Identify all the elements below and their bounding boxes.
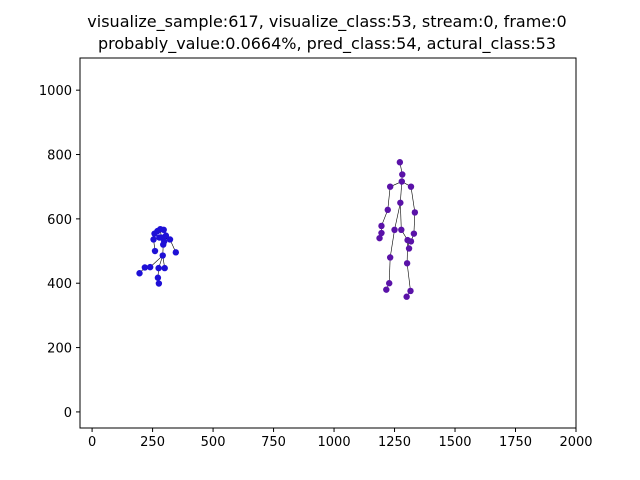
joint-point	[399, 171, 406, 178]
x-tick-label: 250	[140, 435, 165, 450]
skeleton-bone	[400, 202, 402, 230]
joint-point	[155, 264, 162, 272]
joint-point	[386, 280, 393, 287]
joint-point	[410, 230, 418, 237]
joint-point	[376, 234, 383, 242]
joint-point	[403, 293, 410, 300]
x-tick-label: 2000	[559, 435, 592, 450]
skeleton-2	[376, 159, 419, 300]
joint-point	[154, 274, 162, 281]
x-tick-label: 750	[261, 435, 286, 450]
skeleton-bone	[387, 186, 391, 210]
joint-point	[391, 226, 398, 234]
skeleton-bone	[389, 229, 395, 258]
y-tick-label: 1000	[39, 84, 72, 99]
joint-point	[398, 226, 405, 234]
skeleton-bone	[388, 257, 391, 284]
y-tick-label: 200	[47, 342, 72, 357]
joint-point	[150, 236, 157, 243]
skeleton-bone	[406, 263, 411, 291]
joint-point	[172, 249, 180, 256]
plot-frame	[79, 57, 577, 429]
joint-point	[136, 270, 143, 277]
joint-point	[403, 260, 411, 267]
joint-point	[146, 263, 154, 271]
joint-point	[161, 264, 168, 272]
x-tick-label: 1500	[438, 435, 471, 450]
joint-point	[166, 236, 174, 243]
joint-point	[405, 245, 413, 252]
skeleton-bone	[400, 181, 403, 203]
chart-title-line-2: probably_value:0.0664%, pred_class:54, a…	[98, 34, 556, 54]
joint-point	[151, 230, 158, 237]
x-tick-label: 500	[201, 435, 226, 450]
joint-point	[156, 234, 163, 241]
joint-point	[383, 286, 390, 293]
y-tick-label: 400	[47, 277, 72, 292]
y-tick-label: 600	[47, 213, 72, 228]
joint-point	[384, 206, 391, 214]
joint-point	[407, 183, 415, 190]
joint-point	[407, 287, 414, 295]
x-axis: 0 250 500 750 1000 1250 1500 1750 2000	[88, 428, 593, 450]
joint-point	[160, 241, 167, 248]
x-tick-label: 1750	[499, 435, 532, 450]
joint-point	[160, 226, 167, 234]
x-tick-label: 1000	[318, 435, 351, 450]
joint-point	[397, 199, 404, 206]
joint-point	[396, 159, 404, 166]
joint-point	[398, 178, 405, 185]
joint-point	[378, 222, 385, 230]
y-tick-label: 800	[47, 149, 72, 164]
y-tick-label: 0	[64, 406, 72, 421]
y-axis: 0 200 400 600 800 1000	[39, 84, 80, 421]
skeleton-1	[136, 225, 180, 287]
joint-point	[378, 229, 385, 237]
skeleton-bone	[394, 202, 401, 230]
joint-point	[159, 252, 166, 259]
joint-point	[141, 264, 149, 271]
joint-point	[151, 247, 159, 255]
x-tick-label: 1250	[378, 435, 411, 450]
skeleton-bone	[410, 186, 416, 213]
joint-point	[411, 209, 419, 216]
x-tick-label: 0	[88, 435, 96, 450]
joint-point	[155, 280, 163, 287]
plot-area	[136, 159, 419, 300]
skeleton-bone	[413, 212, 416, 234]
joint-point	[386, 254, 394, 261]
joint-point	[386, 183, 394, 190]
chart-title-line-1: visualize_sample:617, visualize_class:53…	[87, 12, 566, 32]
joint-point	[407, 238, 415, 245]
